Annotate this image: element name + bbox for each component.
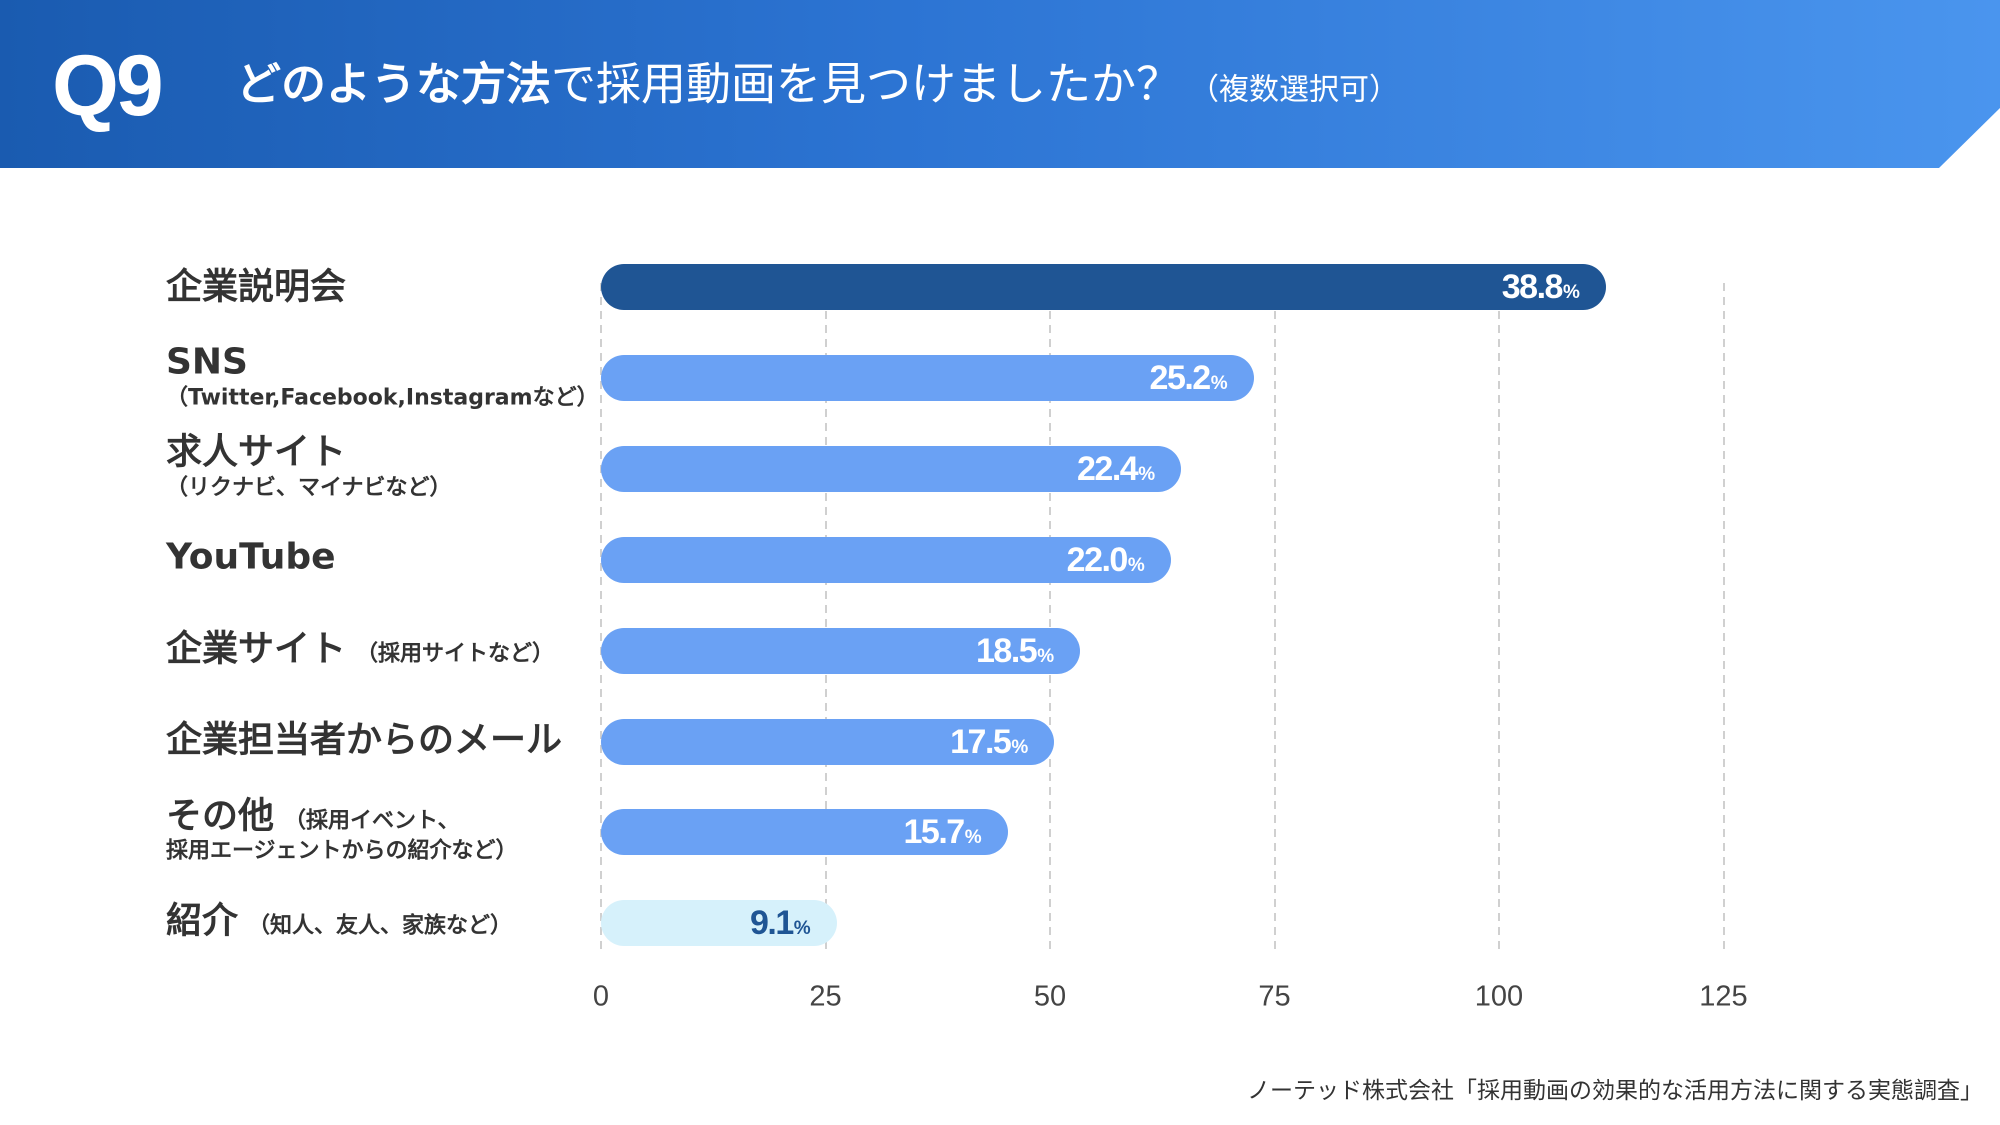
category-label-main: SNS — [166, 341, 248, 383]
bar-value-label: 18.5% — [976, 634, 1054, 668]
bar-value-number: 17.5 — [950, 722, 1012, 761]
category-label-main: 求人サイト — [166, 431, 347, 473]
bar-value-number: 22.0 — [1066, 540, 1129, 579]
category-label-job-site: 求人サイト — [166, 431, 346, 472]
category-label-company-site: 企業サイト （採用サイトなど） — [166, 628, 554, 669]
bar-value-label: 22.0% — [1067, 543, 1145, 577]
source-credit: ノーテッド株式会社「採用動画の効果的な活用方法に関する実態調査」 — [1247, 1078, 1983, 1104]
bar-value-label: 22.4% — [1077, 452, 1155, 486]
category-label-note: （Twitter,Facebook,Instagramなど） — [166, 385, 599, 411]
category-label-staff-email: 企業担当者からのメール — [166, 719, 562, 760]
bar-value-unit: % — [1562, 282, 1580, 303]
bar: 17.5% — [601, 718, 1055, 765]
category-label-referral: 紹介 （知人、友人、家族など） — [166, 900, 512, 941]
category-label-company-briefing: 企業説明会 — [166, 266, 346, 307]
gridline — [1049, 283, 1051, 950]
category-label-note: （リクナビ、マイナビなど） — [166, 475, 452, 501]
x-tick-label: 25 — [809, 980, 842, 1013]
gridline — [600, 283, 602, 950]
x-tick-label: 75 — [1258, 980, 1291, 1013]
gridline — [824, 283, 827, 950]
category-label-job-site-note: （リクナビ、マイナビなど） — [166, 475, 452, 500]
bar-value-number: 38.8 — [1501, 268, 1564, 306]
question-title: どのような方法 で採用動画を見つけましたか？ （複数選択可） — [236, 59, 1399, 109]
bar-value-unit: % — [1037, 645, 1055, 667]
bar-value-number: 18.5 — [976, 631, 1038, 670]
question-number: Q9 — [52, 38, 164, 134]
question-title-emphasis: どのような方法 — [236, 57, 552, 111]
category-label-youtube: YouTube — [166, 536, 336, 577]
bar-value-label: 25.2% — [1150, 361, 1228, 395]
category-label-note: （採用イベント、 — [284, 808, 460, 834]
bar-value-unit: % — [964, 827, 982, 849]
bar: 9.1% — [601, 900, 837, 947]
category-label-other-note: 採用エージェントからの紹介など） — [166, 838, 518, 863]
gridline — [1273, 283, 1276, 950]
x-tick-label: 125 — [1699, 980, 1748, 1013]
gridline — [1498, 283, 1500, 950]
bar: 25.2% — [601, 354, 1254, 401]
bar-value-label: 17.5% — [950, 725, 1028, 759]
x-tick-label: 100 — [1474, 980, 1524, 1013]
category-label-main: その他 — [166, 795, 275, 837]
bar-value-label: 38.8% — [1502, 270, 1580, 304]
question-title-note: （複数選択可） — [1189, 72, 1400, 108]
category-label-other: その他 （採用イベント、 — [166, 795, 460, 836]
bar-value-number: 9.1 — [750, 904, 794, 943]
bar-value-number: 25.2 — [1149, 358, 1212, 397]
category-label-note: （知人、友人、家族など） — [248, 913, 513, 939]
x-tick-label: 50 — [1033, 980, 1067, 1013]
gridline — [1722, 283, 1725, 950]
bar-value-unit: % — [1011, 736, 1029, 758]
bar: 38.8% — [601, 264, 1606, 310]
category-label-note: 採用エージェントからの紹介など） — [166, 838, 518, 864]
bar-value-unit: % — [1210, 372, 1228, 394]
category-label-sns-note: （Twitter,Facebook,Instagramなど） — [166, 385, 599, 410]
bar: 22.0% — [601, 536, 1171, 583]
bar: 22.4% — [601, 445, 1182, 492]
bar: 18.5% — [601, 627, 1081, 674]
bar-value-label: 15.7% — [904, 815, 982, 849]
category-label-note: （採用サイトなど） — [356, 641, 555, 667]
category-label-main: 企業説明会 — [166, 266, 347, 308]
category-label-main: 企業サイト — [166, 628, 347, 670]
bar-value-label: 9.1% — [750, 906, 811, 940]
question-title-rest: で採用動画を見つけましたか？ — [551, 57, 1182, 111]
category-label-main: YouTube — [166, 536, 336, 578]
bar-value-number: 22.4 — [1077, 449, 1139, 488]
category-label-main: 紹介 — [166, 900, 239, 942]
bar-value-unit: % — [1127, 554, 1145, 576]
category-label-sns: SNS — [166, 341, 248, 382]
x-tick-label: 0 — [592, 980, 610, 1013]
bar: 15.7% — [601, 809, 1008, 856]
bar-value-number: 15.7 — [903, 813, 966, 852]
header-band — [0, 0, 2000, 168]
bar-value-unit: % — [793, 918, 811, 940]
category-label-main: 企業担当者からのメール — [166, 719, 563, 761]
bar-value-unit: % — [1138, 463, 1156, 485]
